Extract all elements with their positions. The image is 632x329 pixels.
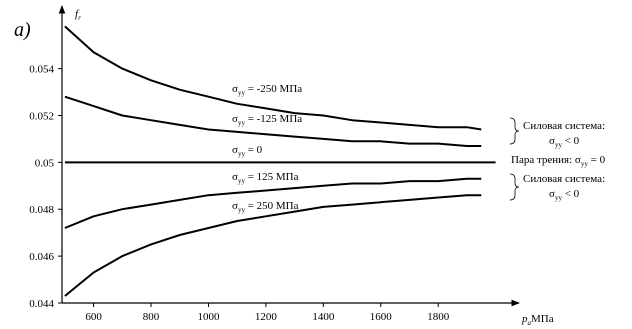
y-tick-label: 0.048	[29, 204, 54, 216]
x-tick-label: 1600	[370, 311, 393, 323]
upper-annotation-line2: σyy < 0	[549, 135, 580, 149]
x-tick-label: 1800	[427, 311, 450, 323]
series-label-minus-125: σyy = -125 МПа	[232, 113, 302, 127]
series-line-0	[64, 25, 482, 131]
lower-annotation-line1: Силовая система:	[523, 173, 605, 185]
y-tick-label: 0.05	[35, 157, 55, 169]
x-tick-label: 1000	[197, 311, 220, 323]
lower-brace	[509, 173, 520, 201]
upper-annotation-line1: Силовая система:	[523, 120, 605, 132]
series-group	[64, 25, 496, 297]
y-tick-label: 0.052	[29, 110, 54, 122]
x-tick-label: 800	[143, 311, 160, 323]
x-tick-label: 1200	[255, 311, 278, 323]
series-line-4	[64, 194, 482, 297]
upper-brace	[509, 117, 520, 145]
y-tick-label: 0.046	[29, 251, 54, 263]
x-tick-label: 600	[85, 311, 102, 323]
tick-group: 600 800 1000 1200 1400 1600 1800 0.044 0.046 0.04…	[29, 64, 449, 323]
series-label-plus-250: σyy = 250 МПа	[232, 200, 299, 214]
series-label-plus-125: σyy = 125 МПа	[232, 171, 299, 185]
series-label-zero: σyy = 0	[232, 144, 263, 158]
series-line-1	[64, 95, 482, 147]
lower-annotation-line2: σyy < 0	[549, 188, 580, 202]
x-axis-label: paМПа	[521, 313, 554, 327]
middle-annotation: Пара трения: σyy = 0	[511, 154, 606, 168]
y-tick-label: 0.054	[29, 64, 54, 76]
series-label-minus-250: σyy = -250 МПа	[232, 83, 302, 97]
y-tick-label: 0.044	[29, 298, 54, 310]
series-line-3	[64, 177, 482, 229]
y-axis-label: fr	[75, 8, 81, 22]
panel-label: a)	[14, 19, 31, 41]
x-tick-label: 1400	[312, 311, 335, 323]
